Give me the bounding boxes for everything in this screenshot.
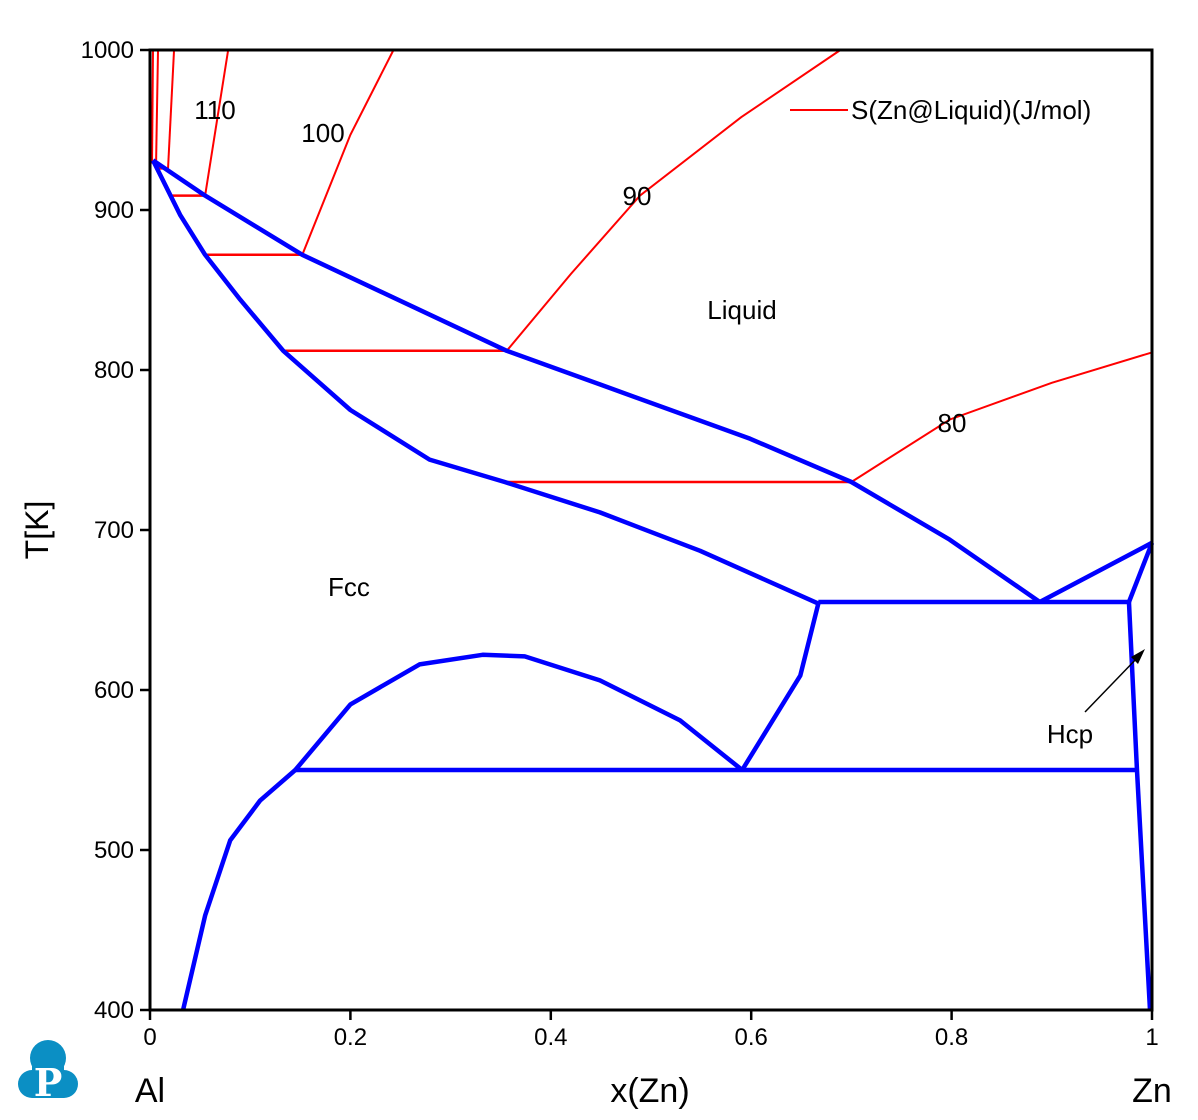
x-tick-label: 0.2	[334, 1024, 367, 1051]
x-axis-label: x(Zn)	[610, 1072, 689, 1110]
y-tick-label: 800	[94, 357, 134, 384]
y-tick-label: 400	[94, 997, 134, 1024]
phase-boundary	[1038, 540, 1154, 604]
x-tick-label: 0.6	[735, 1024, 768, 1051]
isentrope-line	[204, 49, 230, 196]
isentrope-line	[167, 49, 176, 169]
y-tick-label: 700	[94, 517, 134, 544]
phase-boundary	[293, 652, 744, 772]
label-hcp: Hcp	[1047, 719, 1093, 749]
isentrope-label-90: 90	[623, 181, 652, 211]
phase-boundary	[150, 159, 820, 606]
isentrope-label-80: 80	[938, 408, 967, 438]
y-tick-label: 500	[94, 837, 134, 864]
y-tick-label: 600	[94, 677, 134, 704]
phase-boundary	[151, 158, 1042, 604]
isentrope-line	[850, 351, 1153, 483]
svg-text:P: P	[34, 1060, 63, 1105]
phase-boundary	[740, 603, 821, 772]
hcp-arrowhead	[1131, 649, 1145, 664]
phase-boundary	[180, 768, 297, 1011]
isentrope-line	[505, 49, 841, 352]
x-tick-label: 0	[143, 1024, 156, 1051]
x-tick-label: 0.8	[935, 1024, 968, 1051]
label-fcc: Fcc	[328, 572, 370, 602]
y-tick-label: 900	[94, 197, 134, 224]
x-right-element: Zn	[1132, 1072, 1172, 1110]
isentrope-line	[151, 49, 155, 164]
logo: P	[18, 1040, 78, 1105]
isentrope-line	[301, 49, 395, 256]
legend-label: S(Zn@Liquid)(J/mol)	[851, 95, 1091, 125]
x-left-element: Al	[135, 1072, 165, 1110]
y-tick-label: 1000	[81, 37, 134, 64]
y-axis-label: T[K]	[19, 501, 55, 560]
isentrope-label-100: 100	[301, 118, 344, 148]
x-tick-label: 0.4	[534, 1024, 567, 1051]
isentrope-line	[155, 49, 160, 167]
phase-boundary	[1126, 541, 1155, 603]
label-liquid: Liquid	[707, 295, 776, 325]
hcp-arrow	[1084, 654, 1141, 713]
isentrope-label-110: 110	[194, 95, 235, 125]
x-tick-label: 1	[1145, 1024, 1158, 1051]
